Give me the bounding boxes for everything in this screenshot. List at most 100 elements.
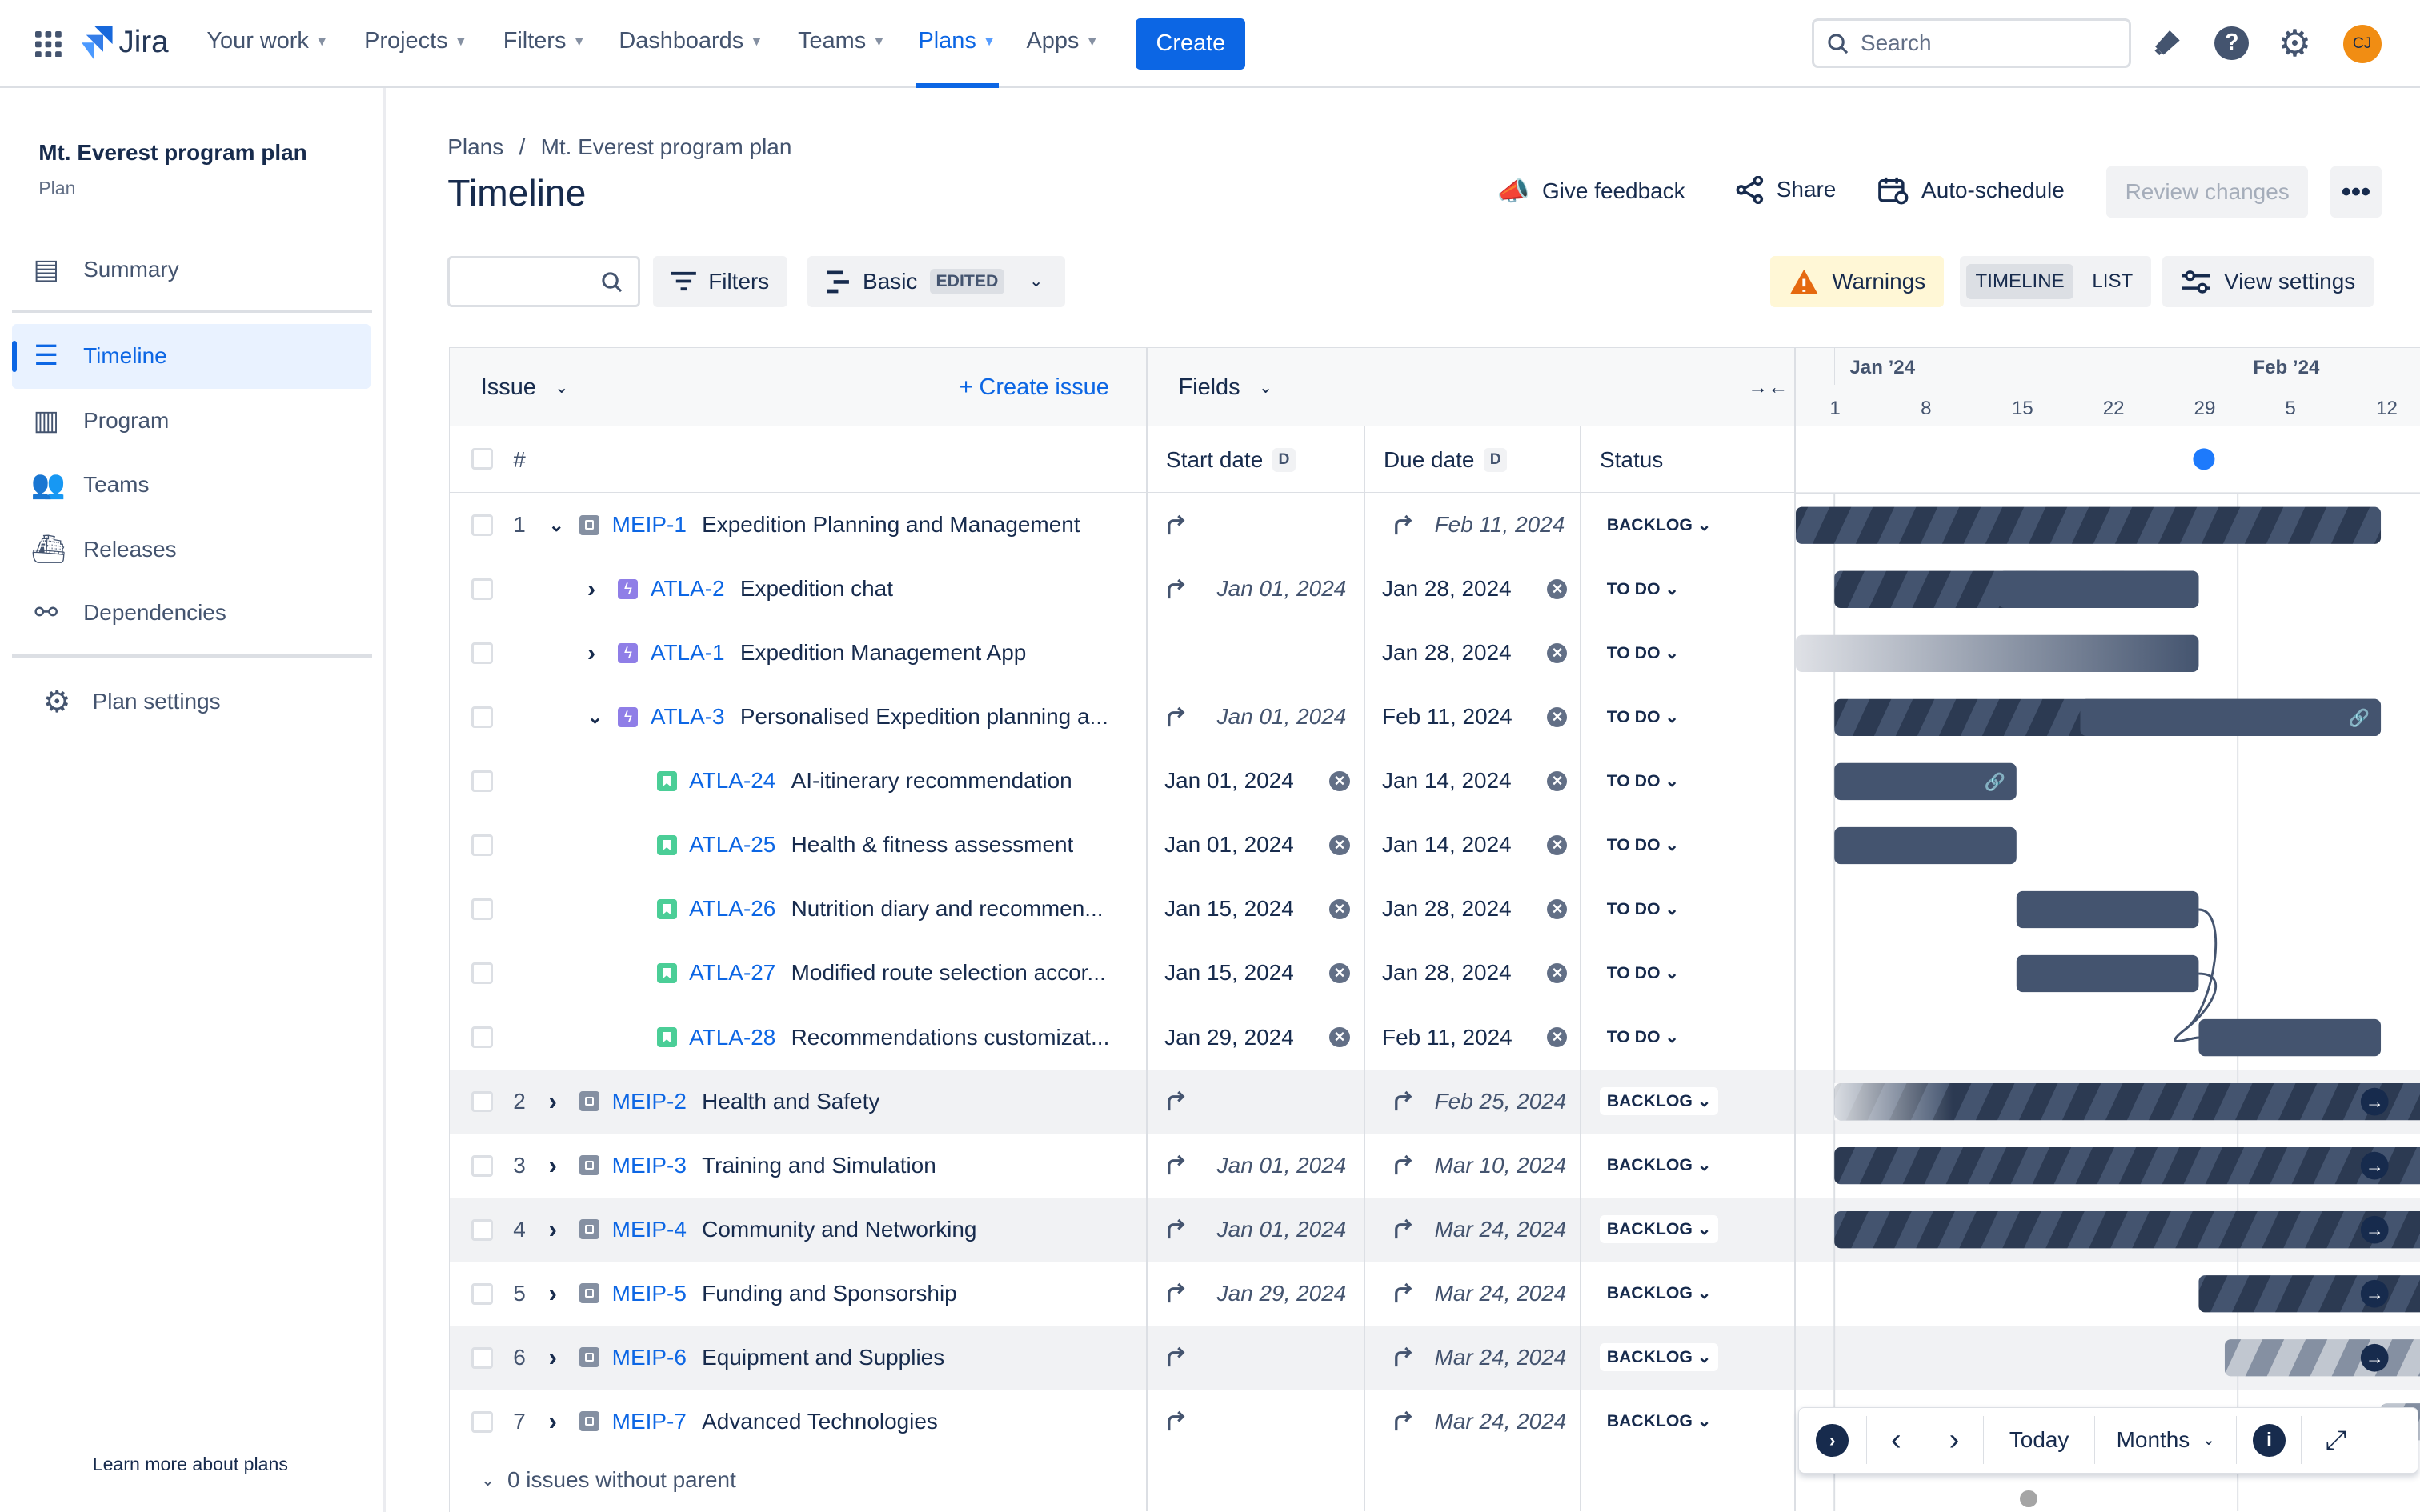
sidebar-item-teams[interactable]: 👥 Teams [12,452,370,517]
status-cell[interactable]: TO DO ⌄ [1599,877,1686,941]
scroll-to-bar-icon[interactable] [2360,1279,2389,1308]
issue-key[interactable]: MEIP-4 [611,1216,687,1242]
start-date-cell[interactable]: Jan 01, 2024 [1164,557,1349,621]
due-date-cell[interactable]: Jan 28, 2024 ✕ [1382,941,1568,1005]
status-cell[interactable]: TO DO ⌄ [1599,941,1686,1005]
issue-key[interactable]: MEIP-2 [611,1088,687,1114]
table-row[interactable]: › ϟ ATLA-1 Expedition Management App Jan 28,… [450,621,2420,685]
chevron-right-icon[interactable]: › [548,1086,557,1115]
auto-schedule-button[interactable]: Auto-schedule [1878,176,2065,206]
row-checkbox[interactable] [471,706,494,729]
status-cell[interactable]: BACKLOG ⌄ [1599,1134,1719,1198]
clear-icon[interactable]: ✕ [1547,706,1568,727]
status-header[interactable]: Status [1599,446,1664,472]
issue-key[interactable]: ATLA-2 [650,576,725,602]
issue-summary[interactable]: Modified route selection accor... [791,960,1106,986]
row-checkbox[interactable] [471,642,494,665]
timeline-bar[interactable] [1795,506,2381,544]
row-checkbox[interactable] [471,1026,494,1049]
table-row[interactable]: ATLA-26 Nutrition diary and recommen... Ja… [450,877,2420,941]
sidebar-item-timeline[interactable]: ☰ Timeline [12,323,371,389]
row-checkbox[interactable] [471,962,494,985]
give-feedback-button[interactable]: 📣 Give feedback [1497,176,1685,207]
issue-summary[interactable]: Funding and Sponsorship [702,1280,957,1306]
due-date-header[interactable]: Due date D [1384,426,1508,493]
timeline-bar[interactable] [2198,1018,2381,1057]
breadcrumb-plan[interactable]: Mt. Everest program plan [540,134,792,159]
due-date-cell[interactable]: Feb 11, 2024 [1392,493,1568,557]
start-date-cell[interactable] [1164,1326,1349,1390]
issue-summary[interactable]: Personalised Expedition planning a... [739,704,1108,730]
scroll-indicator[interactable] [2020,1490,2037,1508]
clear-icon[interactable]: ✕ [1547,578,1568,599]
timeline-bar[interactable] [2016,954,2199,993]
due-date-cell[interactable]: Mar 24, 2024 [1392,1326,1568,1390]
sidebar-item-program[interactable]: ▥ Program [12,389,370,454]
start-date-cell[interactable] [1164,1390,1349,1454]
create-issue-button[interactable]: + Create issue [959,374,1109,400]
clear-icon[interactable]: ✕ [1547,962,1568,983]
table-row[interactable]: 6 › MEIP-6 Equipment and Supplies Mar 24, 20… [450,1325,2420,1390]
chevron-right-icon[interactable]: › [548,1214,557,1243]
table-row[interactable]: 5 › MEIP-5 Funding and Sponsorship Jan 29, 2… [450,1262,2420,1326]
help-icon[interactable]: ? [2214,26,2249,61]
start-date-header[interactable]: Start date D [1166,426,1296,493]
tab-timeline[interactable]: TIMELINE [1965,264,2074,299]
nav-projects[interactable]: Projects ▼ [364,28,467,54]
start-date-cell[interactable] [1164,493,1349,557]
status-cell[interactable]: BACKLOG ⌄ [1599,493,1719,557]
due-date-cell[interactable]: Jan 28, 2024 ✕ [1382,557,1568,621]
view-select[interactable]: Basic EDITED ⌄ [807,256,1065,307]
dependency-line[interactable] [2174,972,2217,1042]
scroll-to-bar-button[interactable]: › [1799,1416,1867,1465]
row-checkbox[interactable] [471,1410,494,1433]
sidebar-item-releases[interactable]: ⛴ Releases [12,517,370,582]
status-cell[interactable]: BACKLOG ⌄ [1599,1390,1719,1454]
settings-gear-icon[interactable]: ⚙ [2278,22,2312,64]
issue-key[interactable]: ATLA-26 [689,896,776,922]
learn-more-link[interactable]: Learn more about plans [92,1453,288,1474]
search-input[interactable]: Search [1812,18,2132,68]
issue-summary[interactable]: Recommendations customizat... [791,1024,1110,1050]
due-date-cell[interactable]: Jan 28, 2024 ✕ [1382,877,1568,941]
issue-search-input[interactable] [447,256,641,307]
table-row[interactable]: 1 ⌄ MEIP-1 Expedition Planning and Manageme… [450,493,2420,557]
nav-your-work[interactable]: Your work ▼ [206,28,328,54]
issue-key[interactable]: MEIP-7 [611,1408,687,1434]
table-row[interactable]: ATLA-25 Health & fitness assessment Jan 01… [450,813,2420,877]
issue-key[interactable]: ATLA-28 [689,1024,776,1050]
sidebar-item-summary[interactable]: ▤ Summary [12,238,370,302]
row-checkbox[interactable] [471,514,494,537]
start-date-cell[interactable]: Jan 01, 2024 ✕ [1164,749,1350,813]
row-checkbox[interactable] [471,1154,494,1177]
clear-icon[interactable]: ✕ [1547,642,1568,663]
clear-icon[interactable]: ✕ [1547,770,1568,791]
issue-summary[interactable]: Community and Networking [702,1216,977,1242]
timeline-bar[interactable] [1834,826,2017,865]
expand-icon[interactable]: ⤢ [2325,1424,2346,1454]
view-settings-button[interactable]: View settings [2162,256,2374,307]
nav-teams[interactable]: Teams ▼ [798,28,886,54]
warnings-button[interactable]: Warnings [1770,256,1945,307]
timeline-bar[interactable]: → [1834,1082,2420,1121]
app-switcher-icon[interactable] [35,30,62,58]
row-checkbox[interactable] [471,578,494,601]
chevron-right-icon[interactable]: › [548,1150,557,1179]
status-cell[interactable]: TO DO ⌄ [1599,1005,1686,1069]
start-date-cell[interactable] [1164,1070,1349,1134]
timeline-bar[interactable]: 🔗 [1834,698,2381,736]
clear-icon[interactable]: ✕ [1547,898,1568,919]
start-date-cell[interactable]: Jan 29, 2024 [1164,1262,1349,1326]
clear-icon[interactable]: ✕ [1329,1026,1350,1048]
due-date-cell[interactable]: Mar 24, 2024 [1392,1390,1568,1454]
timeline-bar[interactable]: 🔗 [1834,762,2017,800]
start-date-cell[interactable]: Jan 29, 2024 ✕ [1164,1005,1350,1069]
due-date-cell[interactable]: Jan 14, 2024 ✕ [1382,749,1568,813]
table-row[interactable]: ⌄ ϟ ATLA-3 Personalised Expedition planning… [450,685,2420,749]
timeline-bar[interactable] [1795,634,2199,672]
issue-summary[interactable]: Training and Simulation [702,1152,936,1178]
scroll-to-bar-icon[interactable] [2360,1087,2389,1116]
due-date-cell[interactable]: Feb 25, 2024 [1392,1070,1568,1134]
nav-apps[interactable]: Apps ▼ [1026,28,1099,54]
issue-key[interactable]: ATLA-3 [650,704,725,730]
